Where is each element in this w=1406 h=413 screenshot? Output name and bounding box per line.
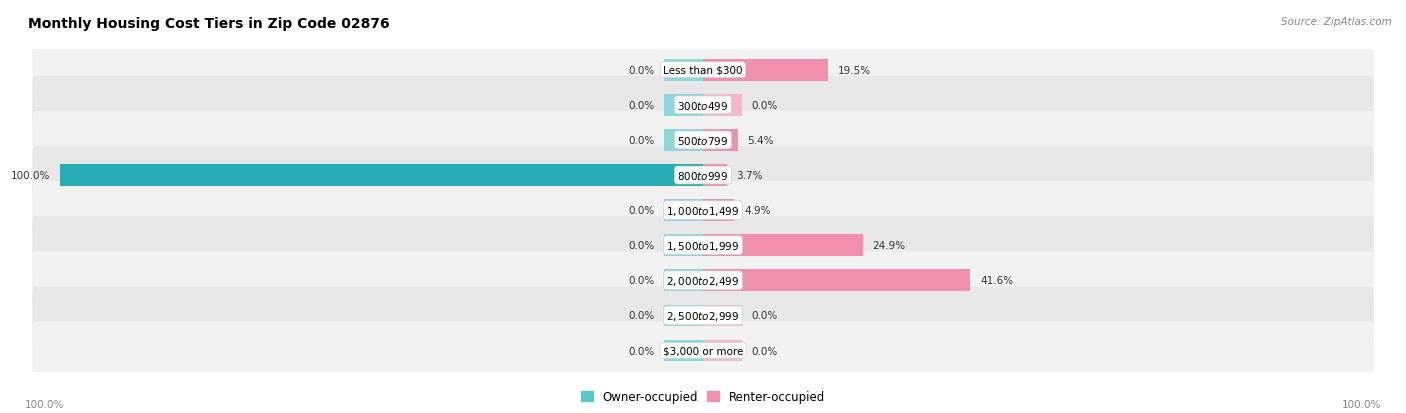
Bar (703, 95, 741, 116)
Text: $500 to $799: $500 to $799 (678, 135, 728, 147)
Text: 0.0%: 0.0% (628, 346, 655, 356)
Text: 0.0%: 0.0% (628, 206, 655, 216)
Text: 19.5%: 19.5% (838, 66, 872, 76)
Bar (665, 95, 703, 116)
Bar (703, 60, 828, 81)
Bar (60, 165, 703, 187)
Text: 100.0%: 100.0% (1341, 399, 1381, 409)
Text: 0.0%: 0.0% (751, 346, 778, 356)
FancyBboxPatch shape (32, 112, 1374, 170)
Text: 5.4%: 5.4% (748, 135, 773, 146)
Text: 3.7%: 3.7% (737, 171, 763, 180)
Text: 4.9%: 4.9% (744, 206, 770, 216)
Legend: Owner-occupied, Renter-occupied: Owner-occupied, Renter-occupied (576, 385, 830, 408)
Text: $300 to $499: $300 to $499 (678, 100, 728, 112)
Bar (703, 270, 970, 292)
Bar (665, 130, 703, 152)
FancyBboxPatch shape (32, 287, 1374, 345)
Text: Monthly Housing Cost Tiers in Zip Code 02876: Monthly Housing Cost Tiers in Zip Code 0… (28, 17, 389, 31)
Text: $3,000 or more: $3,000 or more (662, 346, 744, 356)
Bar (703, 235, 863, 256)
Text: $800 to $999: $800 to $999 (678, 170, 728, 182)
Text: 0.0%: 0.0% (628, 241, 655, 251)
Text: $1,000 to $1,499: $1,000 to $1,499 (666, 204, 740, 217)
Bar (665, 60, 703, 81)
Bar (703, 130, 738, 152)
Text: 0.0%: 0.0% (628, 101, 655, 111)
Text: 0.0%: 0.0% (628, 275, 655, 286)
Bar (703, 200, 734, 221)
Bar (665, 235, 703, 256)
Text: Less than $300: Less than $300 (664, 66, 742, 76)
Text: 0.0%: 0.0% (751, 101, 778, 111)
Text: 24.9%: 24.9% (873, 241, 905, 251)
FancyBboxPatch shape (32, 76, 1374, 135)
Bar (665, 305, 703, 327)
Text: $1,500 to $1,999: $1,500 to $1,999 (666, 239, 740, 252)
Text: 41.6%: 41.6% (980, 275, 1014, 286)
FancyBboxPatch shape (32, 216, 1374, 275)
FancyBboxPatch shape (32, 322, 1374, 380)
Bar (703, 165, 727, 187)
FancyBboxPatch shape (32, 147, 1374, 205)
Bar (665, 270, 703, 292)
Text: 0.0%: 0.0% (628, 66, 655, 76)
Bar (665, 200, 703, 221)
Text: $2,500 to $2,999: $2,500 to $2,999 (666, 309, 740, 322)
Text: $2,000 to $2,499: $2,000 to $2,499 (666, 274, 740, 287)
Text: 0.0%: 0.0% (751, 311, 778, 320)
Text: Source: ZipAtlas.com: Source: ZipAtlas.com (1281, 17, 1392, 26)
Text: 100.0%: 100.0% (11, 171, 51, 180)
Text: 100.0%: 100.0% (25, 399, 65, 409)
FancyBboxPatch shape (32, 41, 1374, 100)
Bar (665, 340, 703, 361)
Bar (703, 305, 741, 327)
Text: 0.0%: 0.0% (628, 311, 655, 320)
FancyBboxPatch shape (32, 252, 1374, 310)
Bar (703, 340, 741, 361)
Text: 0.0%: 0.0% (628, 135, 655, 146)
FancyBboxPatch shape (32, 182, 1374, 240)
